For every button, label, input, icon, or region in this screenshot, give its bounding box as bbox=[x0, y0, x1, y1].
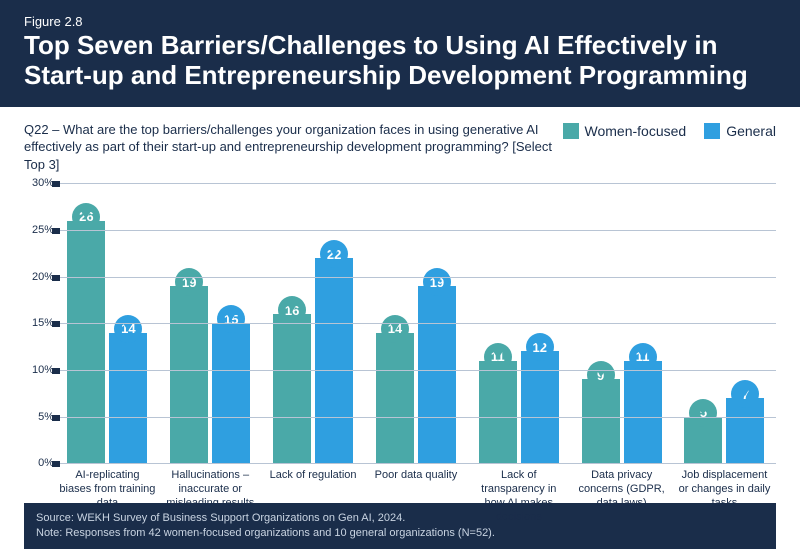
gridline bbox=[56, 370, 776, 371]
y-axis: 0%5%10%15%20%25%30% bbox=[24, 183, 54, 463]
plot-area: 2614191516221419111291157 bbox=[56, 183, 776, 463]
bar: 14 bbox=[376, 333, 414, 464]
x-axis-labels: AI-replicating biases from training data… bbox=[56, 463, 776, 524]
legend-label-a: Women-focused bbox=[585, 123, 687, 139]
bar: 9 bbox=[582, 379, 620, 463]
legend: Women-focused General bbox=[563, 121, 777, 139]
x-tick-label: Job displacement or changes in daily tas… bbox=[673, 469, 775, 524]
figure-title: Top Seven Barriers/Challenges to Using A… bbox=[24, 31, 776, 91]
survey-question-text: Q22 – What are the top barriers/challeng… bbox=[24, 121, 563, 174]
bar-value-bubble: 19 bbox=[423, 268, 451, 296]
bar: 14 bbox=[109, 333, 147, 464]
legend-swatch-a bbox=[563, 123, 579, 139]
legend-item-general: General bbox=[704, 123, 776, 139]
y-tick-label: 0% bbox=[24, 457, 54, 469]
x-tick-label: Lack of regulation bbox=[262, 469, 364, 524]
gridline bbox=[56, 417, 776, 418]
bar: 16 bbox=[273, 314, 311, 463]
figure-kicker: Figure 2.8 bbox=[24, 14, 776, 29]
header-banner: Figure 2.8 Top Seven Barriers/Challenges… bbox=[0, 0, 800, 107]
bar: 19 bbox=[170, 286, 208, 463]
bar-value-bubble: 11 bbox=[484, 343, 512, 371]
y-tick-label: 10% bbox=[24, 364, 54, 376]
gridline bbox=[56, 323, 776, 324]
legend-item-women-focused: Women-focused bbox=[563, 123, 687, 139]
x-tick-label: Hallucinations – inaccurate or misleadin… bbox=[159, 469, 261, 524]
bar: 12 bbox=[521, 351, 559, 463]
y-tick-label: 20% bbox=[24, 271, 54, 283]
chart-area: 0%5%10%15%20%25%30% 26141915162214191112… bbox=[0, 179, 800, 489]
bar: 19 bbox=[418, 286, 456, 463]
y-tick-label: 15% bbox=[24, 317, 54, 329]
gridline bbox=[56, 183, 776, 184]
x-tick-label: AI-replicating biases from training data bbox=[56, 469, 158, 524]
bar: 15 bbox=[212, 323, 250, 463]
bar: 5 bbox=[684, 417, 722, 464]
gridline bbox=[56, 230, 776, 231]
bar-value-bubble: 9 bbox=[587, 361, 615, 389]
bar-value-bubble: 22 bbox=[320, 240, 348, 268]
bar: 11 bbox=[479, 361, 517, 464]
x-tick-label: Poor data quality bbox=[365, 469, 467, 524]
y-tick-label: 5% bbox=[24, 411, 54, 423]
bar: 7 bbox=[726, 398, 764, 463]
gridline bbox=[56, 463, 776, 464]
bar: 26 bbox=[67, 221, 105, 464]
bar-value-bubble: 16 bbox=[278, 296, 306, 324]
x-tick-label: Data privacy concerns (GDPR, data laws) bbox=[571, 469, 673, 524]
gridline bbox=[56, 277, 776, 278]
bar-value-bubble: 11 bbox=[629, 343, 657, 371]
bar: 22 bbox=[315, 258, 353, 463]
y-tick-label: 30% bbox=[24, 177, 54, 189]
bar-value-bubble: 26 bbox=[72, 203, 100, 231]
bar: 11 bbox=[624, 361, 662, 464]
legend-swatch-b bbox=[704, 123, 720, 139]
subquestion-row: Q22 – What are the top barriers/challeng… bbox=[0, 107, 800, 180]
bar-value-bubble: 14 bbox=[381, 315, 409, 343]
bar-value-bubble: 14 bbox=[114, 315, 142, 343]
x-tick-label: Lack of transparency in how AI makes dec… bbox=[468, 469, 570, 524]
legend-label-b: General bbox=[726, 123, 776, 139]
y-tick-label: 25% bbox=[24, 224, 54, 236]
